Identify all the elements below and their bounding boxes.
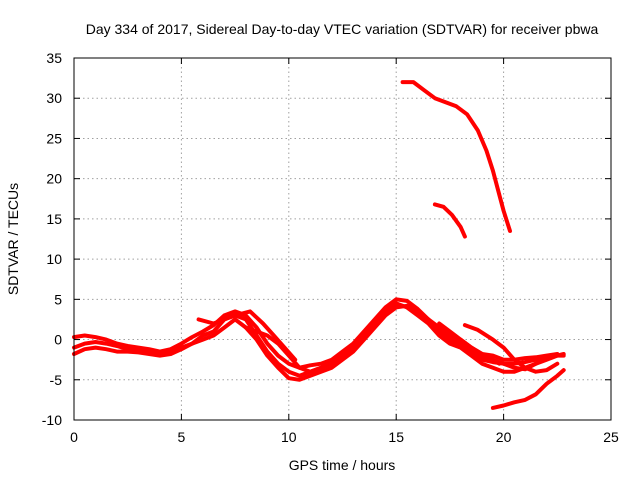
series-track-10: [400, 80, 512, 233]
series-track-5: [243, 325, 334, 374]
y-tick-label-30: 30: [46, 90, 62, 106]
series-track-7: [437, 321, 502, 366]
y-tick-label-20: 20: [46, 171, 62, 187]
y-tick-label--5: -5: [50, 372, 63, 388]
y-tick-label-0: 0: [54, 332, 62, 348]
x-axis-label: GPS time / hours: [289, 457, 396, 473]
y-tick-label-10: 10: [46, 251, 62, 267]
y-tick-label--10: -10: [42, 412, 62, 428]
x-tick-label-5: 5: [178, 429, 186, 445]
series-track-4: [196, 309, 298, 362]
series-track-2: [72, 303, 566, 382]
series-track-11: [432, 202, 467, 239]
chart-title: Day 334 of 2017, Sidereal Day-to-day VTE…: [86, 21, 599, 37]
x-tick-labels: 0 5 10 15 20 25: [70, 429, 619, 445]
x-tick-label-10: 10: [281, 429, 297, 445]
x-tick-label-0: 0: [70, 429, 78, 445]
y-tick-labels: -10 -5 0 5 10 15 20 25 30 35: [42, 50, 62, 428]
y-tick-label-5: 5: [54, 291, 62, 307]
x-tick-label-20: 20: [496, 429, 512, 445]
y-tick-label-35: 35: [46, 50, 62, 66]
y-tick-label-15: 15: [46, 211, 62, 227]
series-track-9: [490, 368, 566, 410]
data-series-layer: [72, 80, 566, 410]
y-axis-label: SDTVAR / TECUs: [5, 183, 21, 295]
x-tick-label-15: 15: [388, 429, 404, 445]
y-tick-label-25: 25: [46, 130, 62, 146]
series-track-8: [462, 323, 560, 374]
x-tick-label-25: 25: [603, 429, 619, 445]
plot-frame: [73, 57, 612, 421]
axis-ticks: [73, 57, 612, 421]
